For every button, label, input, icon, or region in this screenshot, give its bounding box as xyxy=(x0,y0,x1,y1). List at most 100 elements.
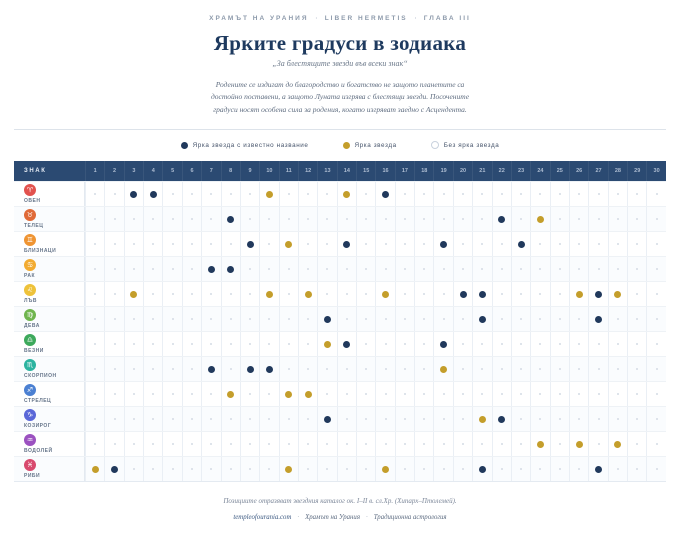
degree-cell xyxy=(452,407,472,432)
empty-dot xyxy=(384,393,387,396)
degree-cell xyxy=(491,182,511,207)
bright-star-dot xyxy=(382,465,390,473)
empty-dot xyxy=(481,268,484,271)
degree-cell xyxy=(220,282,240,307)
degree-cell xyxy=(123,307,143,332)
degree-cell xyxy=(356,407,375,432)
empty-dot xyxy=(307,318,310,321)
empty-dot xyxy=(442,318,445,321)
named-star-dot xyxy=(478,315,486,323)
degree-cell xyxy=(530,232,549,257)
empty-dot xyxy=(210,218,213,221)
empty-dot xyxy=(500,343,503,346)
empty-dot xyxy=(616,393,619,396)
empty-dot xyxy=(520,193,523,196)
empty-dot xyxy=(190,193,193,196)
zodiac-sign-label: ВОДОЛЕЙ xyxy=(24,448,53,455)
empty-dot xyxy=(655,243,658,246)
page-subtitle: „За блестящите звезди във всеки знак“ xyxy=(272,59,408,68)
degree-cell xyxy=(588,332,607,357)
empty-dot xyxy=(423,468,426,471)
empty-dot xyxy=(539,318,542,321)
empty-dot xyxy=(384,368,387,371)
empty-dot xyxy=(345,268,348,271)
empty-dot xyxy=(365,418,368,421)
named-star-dot xyxy=(207,365,215,373)
degree-cell xyxy=(104,307,123,332)
empty-dot xyxy=(365,193,368,196)
degree-cell xyxy=(510,457,530,482)
site-link[interactable]: templeofourania.com xyxy=(233,514,292,522)
empty-dot xyxy=(190,343,193,346)
degree-cell xyxy=(568,282,588,307)
empty-dot xyxy=(307,443,310,446)
empty-dot xyxy=(268,243,271,246)
empty-dot xyxy=(636,443,639,446)
degree-cell xyxy=(472,357,491,382)
empty-dot xyxy=(442,468,445,471)
degree-cell xyxy=(375,232,394,257)
empty-dot xyxy=(113,193,116,196)
degree-column-header: 5 xyxy=(162,161,181,182)
empty-dot xyxy=(113,443,116,446)
degree-cell xyxy=(414,357,433,382)
empty-dot xyxy=(636,243,639,246)
empty-dot xyxy=(171,443,174,446)
degree-cell xyxy=(104,432,123,457)
degree-cell xyxy=(472,282,491,307)
named-star-dot xyxy=(227,265,235,273)
degree-cell xyxy=(530,357,549,382)
empty-dot xyxy=(171,468,174,471)
empty-dot xyxy=(287,293,290,296)
empty-dot xyxy=(403,318,406,321)
degree-cell xyxy=(375,207,394,232)
named-star-dot xyxy=(440,340,448,348)
bright-star-dot xyxy=(304,290,312,298)
empty-dot xyxy=(636,368,639,371)
degree-cell xyxy=(278,457,298,482)
empty-dot xyxy=(113,243,116,246)
empty-dot xyxy=(152,268,155,271)
empty-dot xyxy=(326,243,329,246)
named-star-dot xyxy=(440,240,448,248)
degree-cell xyxy=(510,432,530,457)
degree-cell xyxy=(627,182,646,207)
degree-column-header: 29 xyxy=(627,161,646,182)
degree-cell xyxy=(356,332,375,357)
empty-dot xyxy=(578,218,581,221)
degree-cell xyxy=(646,432,665,457)
empty-dot xyxy=(636,193,639,196)
empty-dot xyxy=(423,268,426,271)
empty-dot xyxy=(655,293,658,296)
degree-cell xyxy=(607,382,627,407)
degree-cell xyxy=(646,332,665,357)
degree-cell xyxy=(549,257,569,282)
empty-dot xyxy=(113,393,116,396)
degree-cell xyxy=(472,232,491,257)
named-star-dot xyxy=(478,465,486,473)
bright-star-dot xyxy=(323,340,331,348)
zodiac-sign-cell: ♊ БЛИЗНАЦИ xyxy=(14,232,85,257)
empty-dot xyxy=(229,468,232,471)
bright-star-dot xyxy=(440,365,448,373)
zodiac-row: ♑ КОЗИРОГ xyxy=(14,406,666,432)
degree-cell xyxy=(317,457,336,482)
degree-cell xyxy=(433,307,452,332)
named-star-dot xyxy=(382,190,390,198)
degree-column-header: 27 xyxy=(588,161,607,182)
empty-dot xyxy=(94,293,97,296)
degree-cell xyxy=(259,232,278,257)
degree-column-header: 8 xyxy=(220,161,240,182)
degree-cell xyxy=(568,432,588,457)
empty-dot xyxy=(190,243,193,246)
empty-dot xyxy=(268,468,271,471)
degree-cell xyxy=(104,332,123,357)
empty-dot xyxy=(249,293,252,296)
degree-cell xyxy=(549,432,569,457)
empty-dot xyxy=(442,293,445,296)
empty-dot xyxy=(171,268,174,271)
degree-cell xyxy=(433,232,452,257)
empty-dot xyxy=(307,243,310,246)
empty-dot xyxy=(326,468,329,471)
empty-dot xyxy=(132,343,135,346)
